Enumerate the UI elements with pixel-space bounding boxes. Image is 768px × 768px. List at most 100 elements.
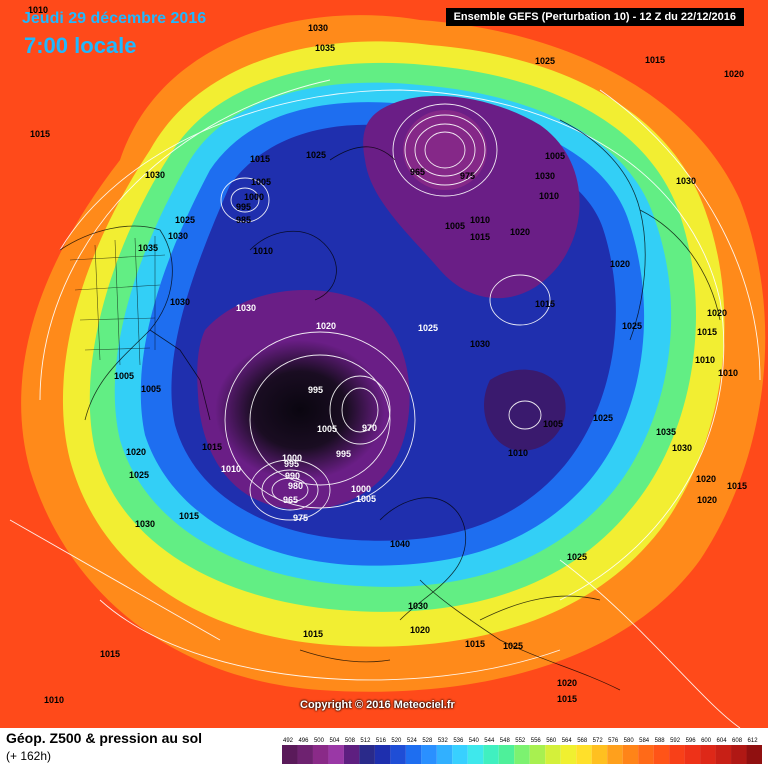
pressure-label: 1030: [672, 443, 692, 453]
scale-tick-label: 564: [562, 738, 573, 744]
scale-swatch: [576, 745, 592, 764]
pressure-label: 1025: [418, 323, 438, 333]
pressure-label: 1015: [202, 442, 222, 452]
scale-swatch: [514, 745, 530, 764]
scale-tick-label: 580: [624, 738, 635, 744]
pressure-label: 1010: [508, 448, 528, 458]
pressure-label: 1010: [253, 246, 273, 256]
scale-swatch: [731, 745, 747, 764]
pressure-label: 965: [283, 495, 298, 505]
scale-tick-label: 496: [298, 738, 309, 744]
pressure-label: 1010: [539, 191, 559, 201]
pressure-label: 1010: [695, 355, 715, 365]
scale-swatch: [436, 745, 453, 764]
pressure-label: 1030: [676, 176, 696, 186]
scale-tick-label: 584: [639, 738, 650, 744]
pressure-label: 970: [362, 423, 377, 433]
pressure-label: 1030: [535, 171, 555, 181]
scale-tick-label: 492: [283, 738, 294, 744]
scale-tick-label: 524: [407, 738, 418, 744]
north-america-borders: [69, 236, 166, 366]
pressure-label: 1010: [718, 368, 738, 378]
scale-tick-label: 612: [748, 738, 759, 744]
pressure-label: 1025: [622, 321, 642, 331]
pressure-label: 1030: [236, 303, 256, 313]
scale-swatch: [452, 745, 468, 764]
scale-tick-label: 560: [546, 738, 557, 744]
scale-swatch: [374, 745, 391, 764]
scale-tick-label: 576: [608, 738, 619, 744]
pressure-label: 1015: [645, 55, 665, 65]
pressure-label: 975: [460, 171, 475, 181]
scale-tick-label: 536: [453, 738, 464, 744]
scale-tick-label: 588: [655, 738, 666, 744]
pressure-label: 1025: [175, 215, 195, 225]
scale-swatch: [560, 745, 577, 764]
pressure-label: 1010: [470, 215, 490, 225]
scale-swatch: [405, 745, 422, 764]
scale-swatch: [700, 745, 716, 764]
scale-tick-label: 508: [345, 738, 356, 744]
pressure-label: 995: [284, 459, 299, 469]
scale-tick-label: 500: [314, 738, 325, 744]
copyright-notice: Copyright © 2016 Meteociel.fr: [300, 699, 455, 711]
pressure-label: 1005: [141, 384, 161, 394]
pressure-label: 1015: [727, 481, 747, 491]
pressure-label: 1020: [316, 321, 336, 331]
pressure-label: 1005: [445, 221, 465, 231]
scale-swatch: [669, 745, 685, 764]
map-title: Géop. Z500 & pression au sol: [6, 730, 203, 746]
scale-swatch: [529, 745, 546, 764]
pressure-label: 1030: [145, 170, 165, 180]
pressure-label: 1020: [610, 259, 630, 269]
pressure-label: 1010: [28, 5, 48, 15]
pressure-label: 1000: [351, 484, 371, 494]
pressure-label: 1005: [545, 151, 565, 161]
pressure-label: 1015: [179, 511, 199, 521]
scale-swatch: [591, 745, 608, 764]
pressure-label: 980: [288, 481, 303, 491]
pressure-label: 1005: [114, 371, 134, 381]
pressure-label: 1025: [535, 56, 555, 66]
pressure-label: 1020: [510, 227, 530, 237]
scale-swatch: [545, 745, 561, 764]
model-run-info: Ensemble GEFS (Perturbation 10) - 12 Z d…: [445, 8, 744, 26]
pressure-label: 1015: [557, 694, 577, 704]
scale-tick-label: 556: [531, 738, 542, 744]
scale-swatch: [390, 745, 406, 764]
pressure-label: 1035: [138, 243, 158, 253]
scale-tick-label: 516: [376, 738, 387, 744]
pressure-label: 1015: [470, 232, 490, 242]
scale-swatch: [328, 745, 344, 764]
pressure-label: 1025: [593, 413, 613, 423]
scale-swatch: [638, 745, 654, 764]
scale-tick-label: 548: [500, 738, 511, 744]
pressure-label: 1025: [306, 150, 326, 160]
pressure-label: 1000: [282, 453, 302, 463]
pressure-label: 1000: [244, 192, 264, 202]
scale-tick-label: 600: [701, 738, 712, 744]
coastlines: [59, 119, 721, 691]
pressure-label: 995: [236, 202, 251, 212]
forecast-time: 7:00 locale: [24, 33, 137, 58]
pressure-label: 995: [308, 385, 323, 395]
scale-tick-label: 604: [717, 738, 728, 744]
scale-tick-label: 608: [732, 738, 743, 744]
pressure-label: 1020: [557, 678, 577, 688]
scale-tick-label: 544: [484, 738, 495, 744]
pressure-label: 1030: [135, 519, 155, 529]
forecast-date: Jeudi 29 décembre 2016: [22, 10, 207, 27]
scale-swatch: [421, 745, 437, 764]
scale-swatch: [746, 745, 762, 764]
pressure-label: 1020: [126, 447, 146, 457]
pressure-label: 1015: [535, 299, 555, 309]
pressure-label: 1015: [697, 327, 717, 337]
pressure-label: 1025: [567, 552, 587, 562]
pressure-label: 1030: [168, 231, 188, 241]
pressure-label: 1005: [317, 424, 337, 434]
scale-swatch: [343, 745, 360, 764]
scale-swatch: [467, 745, 484, 764]
pressure-label: 1035: [656, 427, 676, 437]
scale-swatch: [312, 745, 329, 764]
